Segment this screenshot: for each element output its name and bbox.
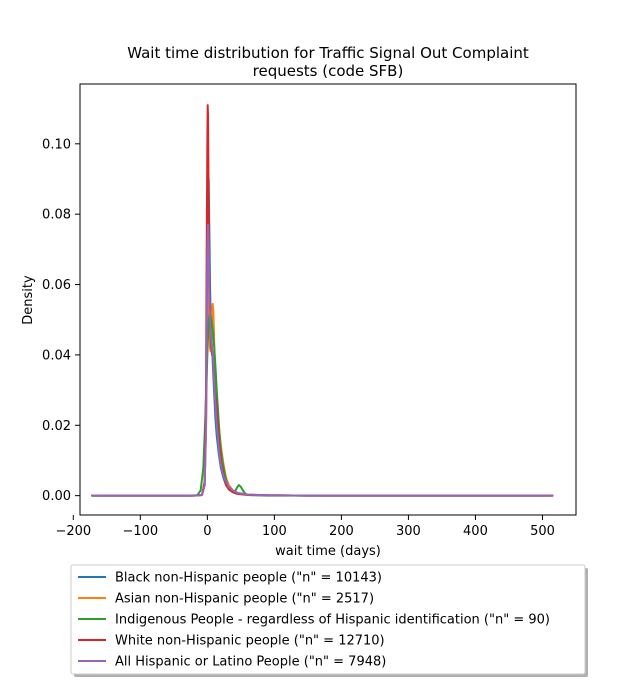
x-tick-label: 400 xyxy=(463,524,488,539)
series-lines xyxy=(91,104,554,497)
x-axis-ticks: −200 −100 0 100 200 300 400 500 xyxy=(55,515,555,539)
chart-title-line-2: requests (code SFB) xyxy=(253,62,404,80)
legend: Black non-Hispanic people ("n" = 10143) A… xyxy=(70,564,588,677)
x-tick-label: 500 xyxy=(530,524,555,539)
legend-box xyxy=(70,564,586,675)
y-tick-label: 0.10 xyxy=(42,137,71,152)
x-tick-label: 200 xyxy=(329,524,354,539)
plot-area xyxy=(79,83,577,516)
series-line-4 xyxy=(91,223,554,497)
legend-label-0: Black non-Hispanic people ("n" = 10143) xyxy=(115,571,382,586)
y-tick-label: 0.04 xyxy=(42,348,71,363)
chart-title: Wait time distribution for Traffic Signa… xyxy=(127,44,529,80)
x-axis-label: wait time (days) xyxy=(275,544,381,559)
y-axis-label: Density xyxy=(21,275,36,325)
y-tick-label: 0.06 xyxy=(42,278,71,293)
x-tick-label: −100 xyxy=(122,524,158,539)
legend-label-2: Indigenous People - regardless of Hispan… xyxy=(115,613,550,628)
chart-title-line-1: Wait time distribution for Traffic Signa… xyxy=(127,44,529,62)
x-tick-label: 0 xyxy=(203,524,211,539)
x-tick-label: 100 xyxy=(262,524,287,539)
legend-label-1: Asian non-Hispanic people ("n" = 2517) xyxy=(115,592,374,607)
y-tick-label: 0.08 xyxy=(42,208,71,223)
x-tick-label: 300 xyxy=(396,524,421,539)
legend-label-4: All Hispanic or Latino People ("n" = 794… xyxy=(115,655,386,670)
y-tick-label: 0.02 xyxy=(42,419,71,434)
legend-label-3: White non-Hispanic people ("n" = 12710) xyxy=(115,634,385,649)
y-axis-ticks: 0.00 0.02 0.04 0.06 0.08 0.10 xyxy=(42,137,80,504)
y-tick-label: 0.00 xyxy=(42,489,71,504)
x-tick-label: −200 xyxy=(55,524,91,539)
